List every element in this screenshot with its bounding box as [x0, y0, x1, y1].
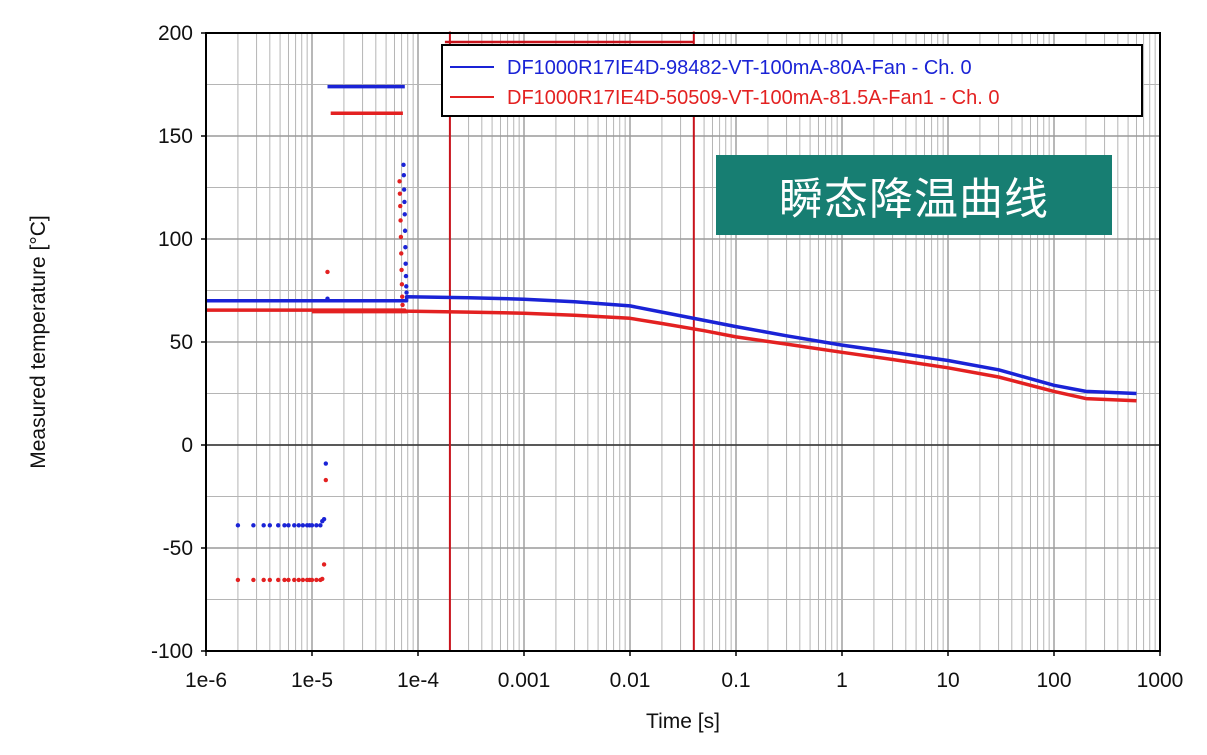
series-point: [282, 577, 287, 583]
series-point: [309, 523, 315, 528]
series-point: [404, 284, 409, 289]
series-point: [309, 577, 315, 583]
y-tick-label: 0: [181, 434, 193, 457]
y-axis-label: Measured temperature [°C]: [27, 215, 50, 469]
series-point: [399, 267, 404, 273]
series-point: [401, 187, 407, 192]
series-point: [403, 273, 409, 279]
series-point: [400, 302, 405, 308]
y-tick-label: 100: [158, 228, 193, 251]
overlay-caption: 瞬态降温曲线: [716, 155, 1112, 235]
series-point: [267, 523, 273, 528]
x-tick-label: 10: [936, 669, 959, 692]
x-tick-label: 0.001: [498, 669, 551, 692]
series-point: [286, 577, 291, 583]
series-point: [292, 523, 297, 528]
y-tick-label: 50: [170, 331, 193, 354]
series-point: [398, 203, 403, 209]
series-point: [399, 251, 404, 256]
series-point: [286, 523, 291, 528]
y-tick-label: -100: [151, 640, 193, 663]
series-point: [399, 282, 405, 287]
series-point: [325, 269, 330, 275]
x-tick-label: 1e-4: [397, 669, 439, 692]
series-point: [251, 523, 256, 528]
series-point: [320, 576, 325, 582]
x-tick-label: 1e-5: [291, 669, 333, 692]
axis-ticks: 1e-6 1e-5 1e-4 0.001 0.01 0.1 1 10 100 1000-100-5…: [151, 22, 1183, 692]
vertical-markers: [444, 31, 695, 651]
x-axis-label: Time [s]: [646, 710, 720, 733]
series-point: [404, 290, 409, 295]
series-point: [398, 234, 404, 240]
series-point: [296, 577, 301, 583]
series-point: [300, 577, 306, 583]
series-point: [402, 199, 407, 205]
series-point: [276, 523, 281, 528]
x-tick-label: 1000: [1137, 669, 1184, 692]
series-point: [314, 523, 319, 528]
x-tick-label: 1e-6: [185, 669, 227, 692]
series-point: [401, 172, 407, 178]
series-point: [282, 523, 287, 528]
series-point: [403, 245, 408, 250]
y-tick-label: 150: [158, 125, 193, 148]
series-group: [206, 84, 1137, 583]
series-point: [401, 162, 406, 168]
series-point: [398, 218, 403, 223]
series-point: [318, 523, 323, 528]
legend: DF1000R17IE4D-98482-VT-100mA-80A-Fan - C…: [441, 44, 1143, 117]
series-blue: [206, 84, 1137, 528]
series-line: [206, 294, 1137, 396]
series-point: [402, 212, 407, 217]
x-tick-label: 1: [836, 669, 848, 692]
legend-entry-red: DF1000R17IE4D-50509-VT-100mA-81.5A-Fan1 …: [507, 87, 999, 109]
series-point: [397, 191, 403, 196]
grid: [205, 32, 1160, 652]
series-point: [402, 228, 408, 233]
series-point: [321, 562, 327, 567]
series-point: [300, 523, 306, 528]
x-tick-label: 0.1: [721, 669, 750, 692]
series-point: [400, 294, 405, 299]
series-point: [397, 179, 402, 184]
series-point: [325, 296, 330, 301]
series-point: [235, 523, 241, 528]
series-point: [321, 516, 327, 522]
legend-box: [441, 44, 1143, 117]
series-point: [296, 523, 301, 528]
series-point: [403, 261, 408, 266]
series-point: [235, 577, 241, 583]
series-point: [261, 577, 266, 583]
series-line: [206, 308, 1137, 403]
series-point: [314, 577, 319, 583]
series-point: [261, 523, 266, 528]
series-point: [323, 477, 329, 483]
y-tick-label: 200: [158, 22, 193, 45]
x-tick-label: 0.01: [610, 669, 651, 692]
x-tick-label: 100: [1036, 669, 1071, 692]
legend-entry-blue: DF1000R17IE4D-98482-VT-100mA-80A-Fan - C…: [507, 57, 972, 79]
series-red: [206, 111, 1137, 583]
series-point: [323, 461, 329, 466]
series-point: [251, 577, 256, 583]
y-tick-label: -50: [163, 537, 193, 560]
series-point: [267, 577, 273, 583]
series-point: [292, 577, 297, 583]
series-point: [276, 577, 281, 583]
